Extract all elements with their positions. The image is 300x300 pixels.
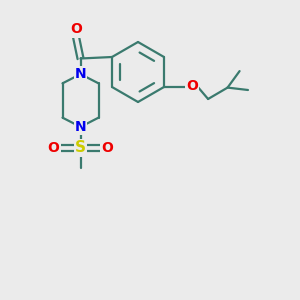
Text: O: O bbox=[186, 79, 198, 93]
Text: N: N bbox=[75, 67, 86, 81]
Text: N: N bbox=[75, 120, 86, 134]
Text: S: S bbox=[75, 140, 86, 155]
Text: O: O bbox=[70, 22, 82, 36]
Text: O: O bbox=[48, 141, 59, 155]
Text: O: O bbox=[102, 141, 113, 155]
